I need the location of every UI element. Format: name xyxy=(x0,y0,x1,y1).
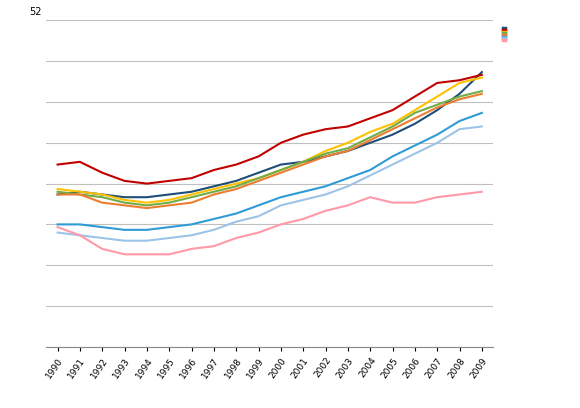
Text: 52: 52 xyxy=(30,7,42,17)
Legend: , , , , , , , : , , , , , , , xyxy=(503,28,505,41)
